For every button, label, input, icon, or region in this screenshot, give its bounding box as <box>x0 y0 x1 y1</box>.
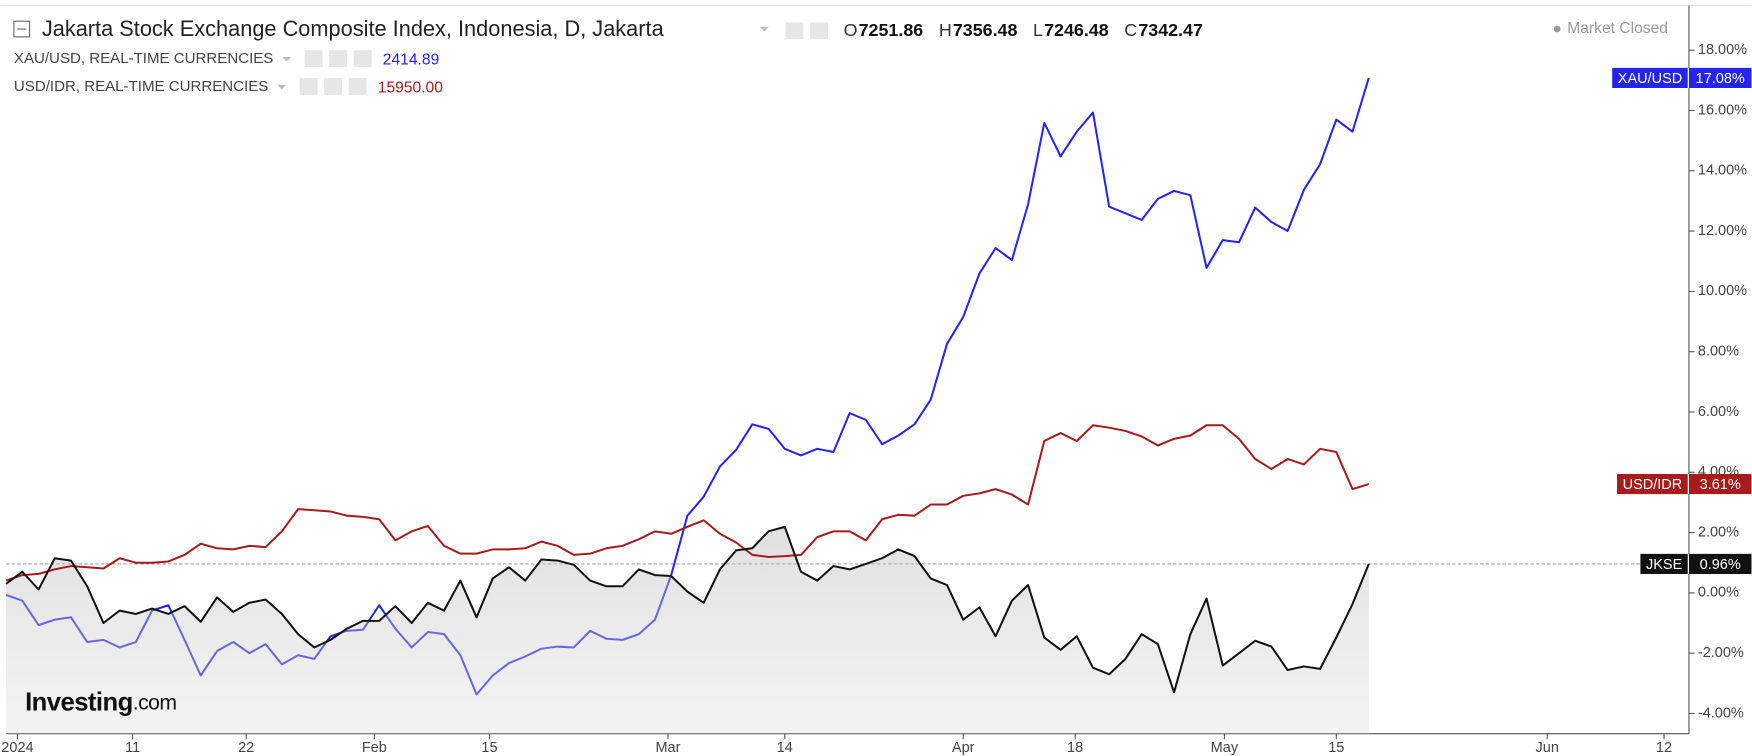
price-tag: 3.61% USD/IDR <box>1617 473 1752 495</box>
logo: Investing.com <box>25 688 176 716</box>
ohlc-key: C <box>1124 20 1137 40</box>
x-tick-label: Jun <box>1536 740 1559 756</box>
y-tick-label: -2.00% <box>1698 645 1744 661</box>
x-tick-label: Apr <box>952 740 975 756</box>
y-tick-label: 12.00% <box>1698 223 1747 239</box>
price-tag-name-box <box>1617 473 1688 495</box>
price-tag: 17.08% XAU/USD <box>1612 67 1752 88</box>
logo-suffix: .com <box>133 691 177 714</box>
ohlc-key: O <box>844 20 858 40</box>
line <box>5 525 1370 694</box>
legend-settings-icon[interactable] <box>329 50 348 68</box>
collapse-icon[interactable] <box>13 20 31 38</box>
x-tick-label: 15 <box>1328 740 1344 756</box>
y-tick-label: 10.00% <box>1698 283 1747 299</box>
ohlc: O 7251.86 H 7356.48 L 7246.48 C 7342.47 <box>844 20 1203 40</box>
price-tag-name-box <box>1612 67 1688 88</box>
line <box>5 424 1370 582</box>
legend-settings-icon[interactable] <box>324 78 343 95</box>
price-tag-value: 0.96% <box>1700 557 1741 573</box>
x-tick-label: Mar <box>655 740 680 756</box>
x-tick-label: Feb <box>362 740 387 756</box>
y-tick-label: 8.00% <box>1698 344 1739 360</box>
logo-brand: Investing <box>25 688 133 716</box>
legend-close-icon[interactable] <box>353 50 372 68</box>
price-tag-name: USD/IDR <box>1623 477 1683 493</box>
price-tag-name: JKSE <box>1646 557 1683 573</box>
y-tick-label: 0.00% <box>1698 585 1739 601</box>
legend-caret <box>282 56 292 62</box>
plot: -4.00%-2.00%0.00%2.00%4.00%6.00%8.00%10.… <box>1 42 1747 756</box>
market-status: Market Closed <box>1567 20 1668 37</box>
area <box>6 526 1369 734</box>
chart-title: Jakarta Stock Exchange Composite Index, … <box>42 16 665 41</box>
legend-price: 15950.00 <box>378 79 443 96</box>
x-tick-label: 12 <box>1656 740 1672 756</box>
x-tick-label: 22 <box>238 740 254 756</box>
legend-eye-icon[interactable] <box>299 78 318 95</box>
price-tag-name-box <box>1640 553 1688 574</box>
ohlc-value: 7246.48 <box>1044 20 1109 40</box>
price-tag-value-box <box>1688 553 1752 574</box>
dropdown-caret[interactable] <box>759 26 769 32</box>
price-tag-value: 17.08% <box>1696 71 1745 87</box>
x-tick-label: 18 <box>1067 740 1083 756</box>
y-tick-label: 6.00% <box>1698 404 1739 420</box>
legend: XAU/USD, REAL-TIME CURRENCIES 2414.89 USD/… <box>14 50 443 96</box>
x-tick-label: 2024 <box>1 740 33 756</box>
eye-icon[interactable] <box>785 22 804 40</box>
legend-caret <box>277 84 287 90</box>
price-tag: 0.96% JKSE <box>1640 553 1752 574</box>
settings-icon[interactable] <box>810 22 828 40</box>
x-tick-label: 15 <box>481 740 497 756</box>
legend-price: 2414.89 <box>383 51 439 68</box>
y-tick-label: 16.00% <box>1698 102 1747 118</box>
ohlc-value: 7342.47 <box>1138 20 1203 40</box>
price-tag-name: XAU/USD <box>1618 71 1682 87</box>
y-tick-label: 18.00% <box>1698 42 1747 58</box>
y-tick-label: 14.00% <box>1698 163 1747 179</box>
ohlc-value: 7356.48 <box>953 20 1018 40</box>
x-tick-label: May <box>1211 740 1239 756</box>
y-tick-label: 2.00% <box>1698 524 1739 540</box>
status-dot <box>1553 25 1561 33</box>
price-tag-value-box <box>1688 67 1752 88</box>
ohlc-value: 7251.86 <box>859 20 924 40</box>
legend-eye-icon[interactable] <box>304 50 323 68</box>
legend-close-icon[interactable] <box>348 78 367 95</box>
ohlc-key: H <box>939 20 952 40</box>
y-tick-label: -4.00% <box>1698 705 1744 721</box>
x-tick-label: 14 <box>777 740 793 756</box>
x-tick-label: 11 <box>125 740 140 756</box>
legend-label: XAU/USD, REAL-TIME CURRENCIES <box>14 50 273 67</box>
price-tag-value: 3.61% <box>1700 477 1741 493</box>
ohlc-key: L <box>1033 20 1043 40</box>
legend-label: USD/IDR, REAL-TIME CURRENCIES <box>14 78 268 95</box>
price-tag-value-box <box>1688 473 1752 495</box>
